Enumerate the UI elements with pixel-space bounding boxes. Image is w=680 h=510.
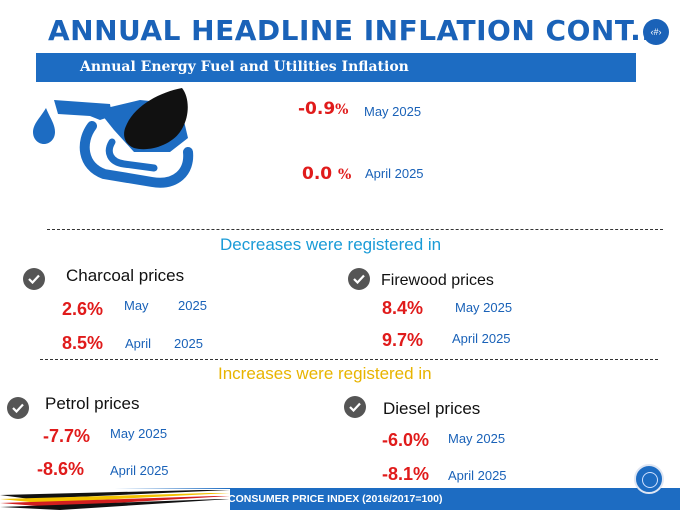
energy-previous-period: April 2025 [365,166,424,181]
petrol-current-value: -7.7% [43,426,91,446]
energy-current-period: May 2025 [364,104,422,119]
diesel-previous-value: -8.1% [382,464,430,484]
page-number-badge: ‹#› [643,19,669,45]
petrol-previous-value: -8.6% [37,459,85,479]
check-icon [7,397,29,419]
page-title: ANNUAL HEADLINE INFLATION CONT.. [48,14,653,47]
firewood-current-period: May 2025 [455,300,513,315]
charcoal-previous-year: 2025 [174,336,203,351]
petrol-previous-period: April 2025 [110,463,169,478]
flag-stripes [0,487,230,510]
petrol-label: Petrol prices [45,394,140,413]
banner-text: Annual Energy Fuel and Utilities Inflati… [80,59,409,75]
charcoal-label: Charcoal prices [66,266,185,285]
firewood-label: Firewood prices [381,272,494,289]
diesel-current-value: -6.0% [382,430,430,450]
increases-heading: Increases were registered in [218,364,432,383]
energy-current-value: -0.9% [298,99,349,119]
check-icon [348,268,370,290]
divider [47,229,663,230]
check-icon [344,396,366,418]
charcoal-previous-value: 8.5% [62,333,104,353]
logo-seal-icon [634,464,664,494]
charcoal-current-year: 2025 [178,298,207,313]
firewood-previous-period: April 2025 [452,331,511,346]
petrol-current-period: May 2025 [110,426,168,441]
charcoal-current-month: May [124,298,149,313]
diesel-label: Diesel prices [383,399,481,418]
divider [40,359,658,360]
diesel-previous-period: April 2025 [448,468,507,483]
firewood-previous-value: 9.7% [382,330,424,350]
section-banner: Annual Energy Fuel and Utilities Inflati… [36,53,636,82]
firewood-current-value: 8.4% [382,298,424,318]
fuel-pump-icon [33,88,194,188]
check-icon [23,268,45,290]
energy-previous-value: 0.0 % [302,164,352,184]
charcoal-current-value: 2.6% [62,299,104,319]
charcoal-previous-month: April [125,336,152,351]
decreases-heading: Decreases were registered in [220,235,442,254]
footer-text: CONSUMER PRICE INDEX (2016/2017=100) [228,493,443,505]
diesel-current-period: May 2025 [448,431,506,446]
